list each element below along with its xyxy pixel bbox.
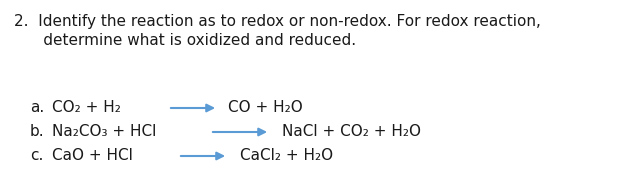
Text: CaO + HCl: CaO + HCl: [52, 149, 133, 163]
Text: a.: a.: [30, 101, 44, 115]
Text: CaCl₂ + H₂O: CaCl₂ + H₂O: [240, 149, 333, 163]
Text: b.: b.: [30, 125, 44, 139]
Text: 2.  Identify the reaction as to redox or non-redox. For redox reaction,: 2. Identify the reaction as to redox or …: [14, 14, 541, 29]
Text: NaCl + CO₂ + H₂O: NaCl + CO₂ + H₂O: [282, 125, 421, 139]
Text: CO₂ + H₂: CO₂ + H₂: [52, 101, 121, 115]
Text: determine what is oxidized and reduced.: determine what is oxidized and reduced.: [14, 33, 356, 48]
Text: CO + H₂O: CO + H₂O: [228, 101, 303, 115]
Text: Na₂CO₃ + HCl: Na₂CO₃ + HCl: [52, 125, 156, 139]
Text: c.: c.: [30, 149, 43, 163]
